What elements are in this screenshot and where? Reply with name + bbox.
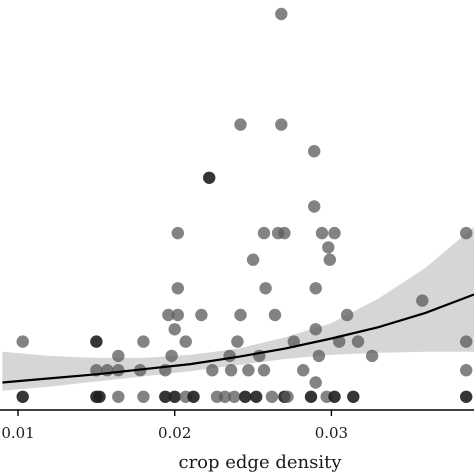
- data-point: [218, 390, 232, 403]
- data-point: [112, 349, 125, 363]
- data-point: [460, 226, 473, 240]
- data-points-layer: [16, 7, 473, 403]
- data-point: [203, 171, 216, 184]
- data-point: [265, 390, 279, 403]
- data-point: [309, 323, 322, 336]
- data-point: [460, 364, 473, 377]
- confidence-band-layer: [2, 226, 474, 391]
- data-point: [328, 226, 341, 240]
- x-tick-label: 0.02: [158, 424, 191, 442]
- data-point: [416, 294, 429, 307]
- data-point: [165, 349, 178, 363]
- data-point: [268, 308, 282, 322]
- x-tick-label: 0.03: [315, 424, 348, 442]
- data-point: [137, 390, 150, 403]
- data-point: [168, 323, 181, 336]
- x-tick-label: 0.01: [1, 424, 34, 442]
- data-point: [206, 364, 219, 377]
- data-point: [308, 145, 321, 158]
- data-point: [287, 335, 300, 348]
- data-point: [171, 226, 184, 240]
- data-point: [171, 282, 184, 295]
- data-point: [234, 118, 247, 131]
- data-point: [168, 390, 181, 403]
- data-point: [347, 390, 360, 403]
- data-point: [179, 335, 192, 348]
- data-point: [308, 200, 321, 213]
- data-point: [231, 335, 244, 348]
- data-point: [112, 390, 125, 403]
- data-point: [328, 390, 341, 403]
- data-point: [365, 349, 379, 363]
- data-point: [322, 241, 335, 254]
- data-point: [460, 390, 473, 403]
- data-point: [275, 7, 288, 21]
- data-point: [171, 308, 184, 322]
- data-point: [309, 282, 322, 295]
- data-point: [340, 308, 354, 322]
- data-point: [460, 335, 473, 348]
- data-point: [312, 349, 326, 363]
- data-point: [239, 390, 252, 403]
- data-point: [257, 364, 271, 377]
- data-point: [137, 335, 150, 348]
- data-point: [162, 308, 175, 322]
- data-point: [297, 364, 310, 377]
- data-point: [323, 253, 336, 266]
- data-point: [159, 390, 172, 403]
- data-point: [351, 335, 365, 348]
- fit-curve: [2, 293, 474, 384]
- data-point: [259, 282, 272, 295]
- data-point: [281, 390, 294, 403]
- data-point: [242, 364, 255, 377]
- data-point: [228, 390, 241, 403]
- data-point: [223, 349, 236, 363]
- data-point: [257, 226, 271, 240]
- data-point: [234, 308, 247, 322]
- data-point: [224, 364, 238, 377]
- x-axis-title: crop edge density: [178, 452, 342, 473]
- fit-curve-layer: [2, 293, 474, 384]
- data-point: [275, 118, 288, 131]
- data-point: [93, 390, 106, 403]
- data-point: [309, 376, 322, 389]
- data-point: [246, 253, 260, 266]
- data-point: [250, 390, 263, 403]
- data-point: [187, 390, 200, 403]
- confidence-band: [2, 226, 474, 391]
- data-point: [304, 390, 318, 403]
- data-point: [278, 226, 291, 240]
- data-point: [112, 364, 125, 377]
- data-point: [16, 335, 29, 348]
- x-axis: 0.01 0.02 0.03: [0, 409, 474, 442]
- data-point: [315, 226, 329, 240]
- data-point: [16, 390, 29, 403]
- data-point: [90, 335, 103, 348]
- data-point: [195, 308, 208, 322]
